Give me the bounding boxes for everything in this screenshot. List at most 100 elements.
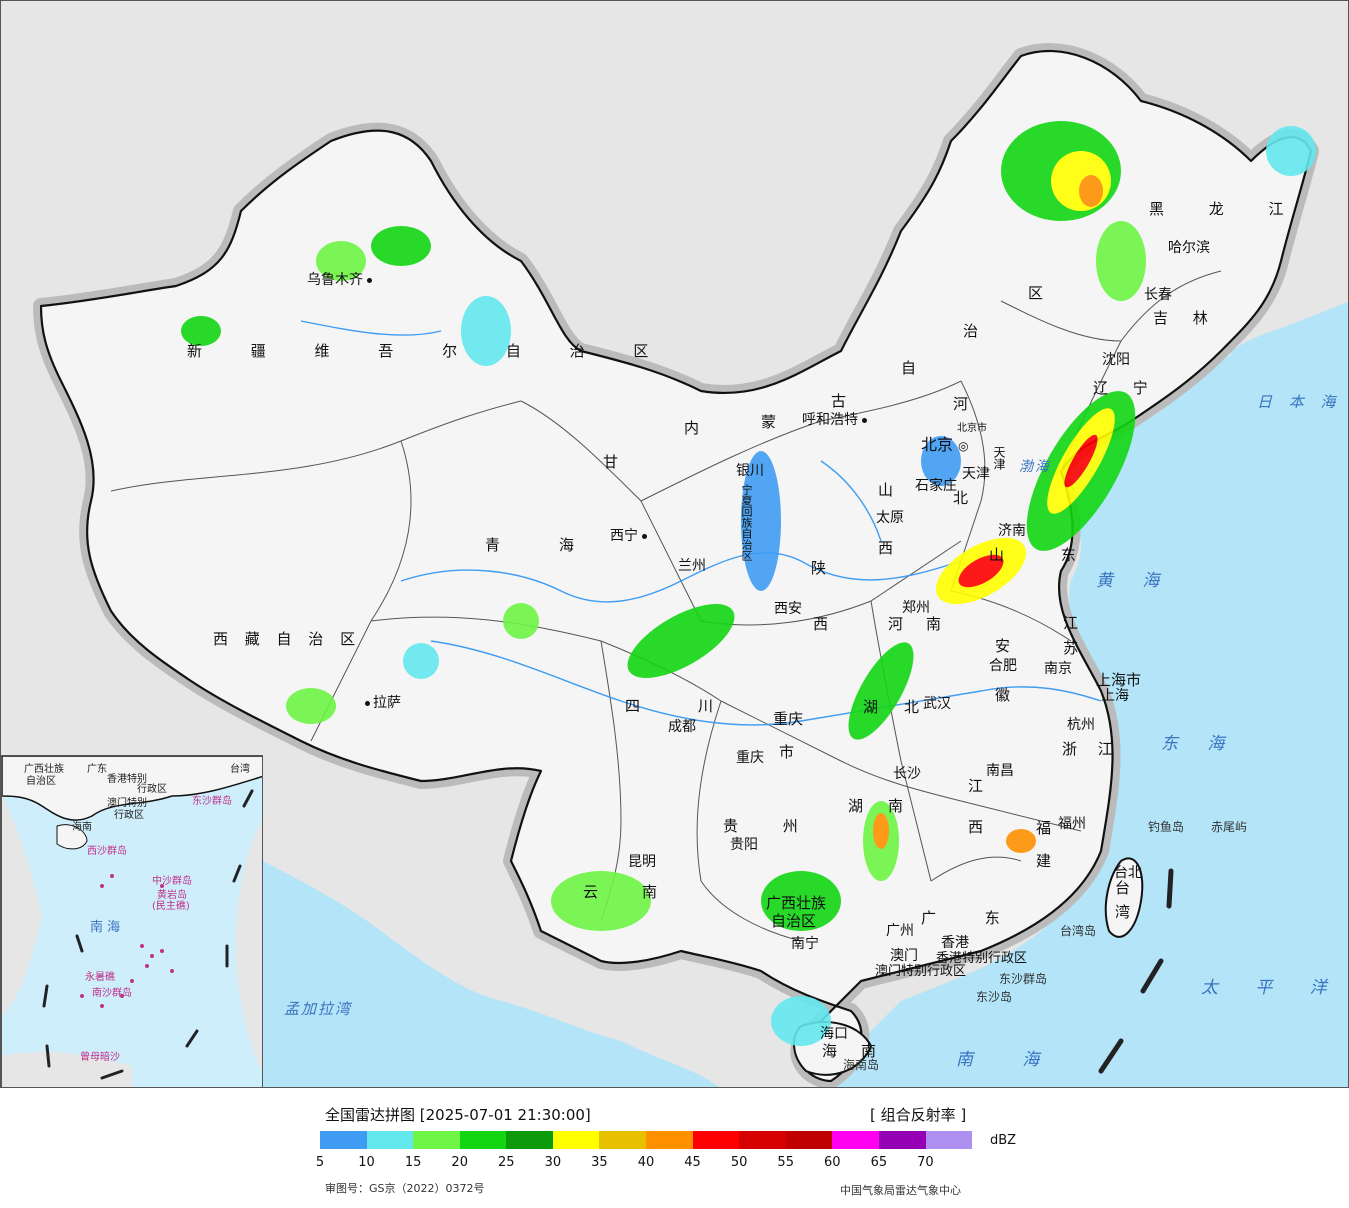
color-swatch [925, 1131, 973, 1149]
label-jiangxi-b: 西 [968, 818, 996, 836]
color-swatch [366, 1131, 414, 1149]
city-yinchuan: 银川 [736, 463, 764, 479]
japan-sea [1231, 311, 1348, 451]
city-aomen: 澳门 [890, 948, 918, 964]
label-shaanxi-b: 西 [813, 615, 841, 633]
label-fujian-a: 福 [1036, 819, 1064, 837]
label-anhui-b: 徽 [995, 686, 1023, 704]
legend-unit: dBZ [990, 1133, 1017, 1148]
city-nanchang: 南昌 [986, 763, 1014, 779]
scale-tick-label: 25 [498, 1155, 515, 1170]
label-zhi: 治 [963, 322, 991, 340]
sea-mengjiala: 孟加拉湾 [284, 1000, 353, 1018]
legend-product: [ 组合反射率 ] [870, 1106, 967, 1124]
label-henan-a: 河 [888, 615, 916, 633]
label-zhejiang: 浙 江 [1062, 740, 1121, 758]
label-qu: 区 [1028, 284, 1056, 302]
scale-tick-label: 55 [777, 1155, 794, 1170]
bay-of-bengal [263, 861, 719, 1087]
inset-label-zhongsha: 中沙群岛 [152, 876, 192, 887]
label-gansu: 甘 [603, 453, 631, 471]
city-xining: 西宁 [610, 525, 650, 545]
city-shenyang: 沈阳 [1102, 352, 1130, 368]
label-shanxi-a: 山 [878, 481, 906, 499]
radar-echoes [181, 121, 1316, 1046]
inset-label-guangdong: 广东 [87, 764, 107, 775]
city-dot [862, 417, 868, 423]
city-lanzhou: 兰州 [678, 558, 706, 574]
rivers [300, 320, 1102, 726]
label-hunan-b: 南 [888, 797, 916, 815]
label-guizhou: 贵 州 [723, 817, 818, 835]
label-hubei-b: 北 [904, 698, 932, 716]
label-shanxi-b: 西 [878, 539, 906, 557]
label-guangxi-b: 自治区 [771, 912, 817, 930]
inset-label-nansha: 南沙群岛 [92, 988, 132, 999]
sea-bohai: 渤海 [1019, 459, 1051, 475]
city-shanghai: 上海 [1101, 688, 1129, 704]
inset-label-hk-a: 香港特别 [107, 774, 147, 785]
inset-label-guangxi-b: 自治区 [26, 776, 56, 787]
sea-donghai: 东 海 [1161, 734, 1237, 754]
scale-tick-label: 50 [730, 1155, 748, 1170]
city-urumqi: 乌鲁木齐 [307, 269, 375, 289]
city-changchun: 长春 [1144, 287, 1172, 303]
inset-label-hk-b: 行政区 [137, 784, 167, 795]
label-anhui-a: 安 [995, 637, 1023, 655]
city-zhengzhou: 郑州 [902, 600, 930, 616]
island-dongsha-group: 东沙群岛 [999, 972, 1048, 986]
inset-label-taiwan: 台湾 [230, 764, 250, 775]
inset-label-macau-b: 行政区 [114, 810, 144, 821]
label-shandong: 山 东 [989, 546, 1102, 564]
inset-label-yongshu: 永暑礁 [85, 972, 115, 983]
label-xinjiang: 新 疆 维 吾 尔 自 治 区 [187, 342, 671, 360]
legend-panel: 全国雷达拼图 [2025-07-01 21:30:00] [ 组合反射率 ] d… [0, 1088, 1349, 1208]
label-nei: 内 [684, 419, 712, 437]
inset-label-dongsha: 东沙群岛 [192, 796, 232, 807]
city-chongqing: 重庆 [736, 750, 764, 766]
city-fuzhou: 福州 [1058, 816, 1086, 832]
scale-tick-label: 20 [451, 1155, 468, 1170]
city-jinan: 济南 [998, 523, 1026, 539]
label-hubei-a: 湖 [863, 698, 891, 716]
color-swatch [506, 1131, 553, 1149]
label-hainan-a: 海 [822, 1042, 850, 1060]
label-taiwan-b: 湾 [1115, 903, 1143, 921]
label-yunnan-b: 南 [642, 883, 670, 901]
inset-label-xisha: 西沙群岛 [87, 846, 127, 857]
island-taiwandao: 台湾岛 [1060, 924, 1097, 938]
color-swatch [832, 1131, 879, 1149]
color-swatch [552, 1131, 600, 1149]
inset-label-zengmu: 曾母暗沙 [80, 1052, 120, 1063]
label-jiangsu-b: 苏 [1063, 639, 1091, 657]
inset-label-guangxi-a: 广西壮族 [24, 764, 64, 775]
label-chongqing-a: 重庆 [773, 710, 804, 728]
color-swatch [320, 1131, 367, 1149]
scale-tick-label: 35 [591, 1155, 608, 1170]
sea-huanghai: 黄 海 [1096, 571, 1172, 591]
color-swatch [646, 1131, 693, 1149]
scale-tick-label: 45 [684, 1155, 701, 1170]
label-jilin: 吉 林 [1153, 309, 1218, 327]
inset-label-huangyan: 黄岩岛 [157, 890, 187, 901]
city-xian: 西安 [774, 601, 802, 617]
city-changsha: 长沙 [893, 766, 921, 782]
sea-riben: 日 本 海 [1257, 393, 1342, 411]
island-diaoyu: 钓鱼岛 [1148, 820, 1185, 834]
city-shijiazhuang: 石家庄 [915, 478, 957, 494]
label-zi: 自 [901, 359, 929, 377]
label-fujian-b: 建 [1036, 852, 1064, 870]
capital-icon: ◎ [958, 439, 969, 453]
taiwan-island [1104, 857, 1144, 938]
inset-label-nanhai: 南 海 [90, 920, 121, 935]
radar-map: 新 疆 维 吾 尔 自 治 区 西 藏 自 治 区 青 海 甘 内 蒙 古 自 … [0, 0, 1349, 1088]
label-hainan-b: 南 [861, 1042, 889, 1060]
label-qinghai-b: 海 [559, 536, 587, 554]
legend-title: 全国雷达拼图 [2025-07-01 21:30:00] [325, 1106, 591, 1124]
color-scale-ticks: 5 10 15 20 25 30 35 40 45 50 55 60 65 70 [316, 1155, 972, 1173]
label-liaoning: 辽 宁 [1093, 379, 1158, 397]
label-hebei-b: 北 [953, 489, 981, 507]
label-sichuan-a: 四 [625, 697, 653, 715]
sea-taipingyang: 太 平 洋 [1201, 978, 1343, 998]
color-scale-bar [320, 1131, 973, 1149]
